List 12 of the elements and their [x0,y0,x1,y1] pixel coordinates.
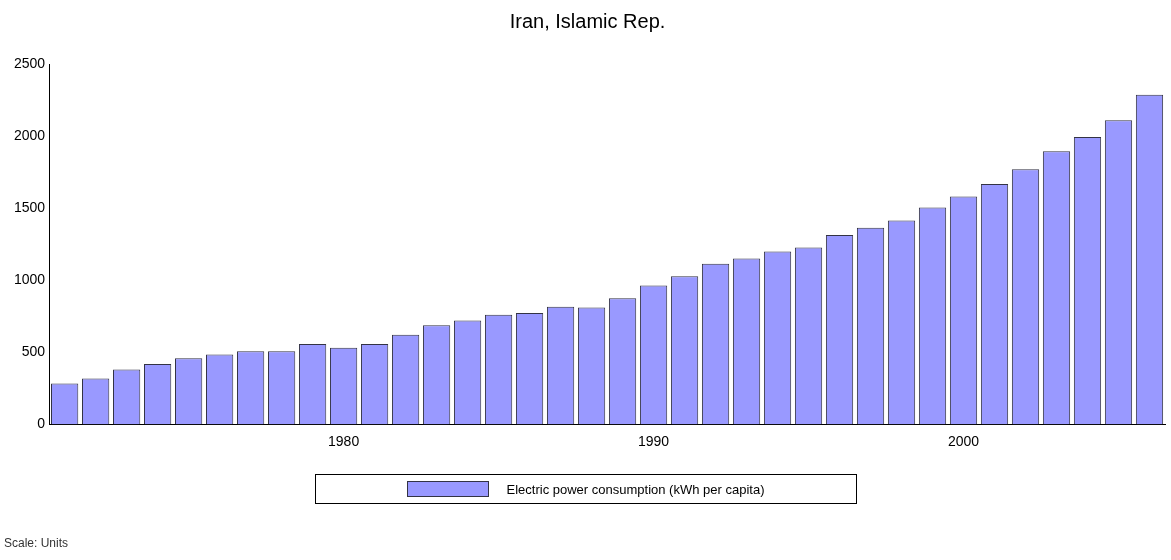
y-tick-label: 0 [37,415,46,432]
y-tick-label: 2500 [13,54,46,71]
y-tick-label: 1500 [13,198,46,215]
chart-title: Iran, Islamic Rep. [509,9,666,32]
text: Electric power consumption (kWh per capita) [506,481,765,497]
x-tick-label: 1990 [637,433,670,450]
x-tick-label: 2000 [947,433,980,450]
text: Scale: Units [4,536,69,550]
y-tick-label: 2000 [13,126,46,143]
x-tick-label: 1980 [328,433,360,450]
y-tick-label: 1000 [13,270,46,287]
y-tick-label: 500 [21,343,46,360]
